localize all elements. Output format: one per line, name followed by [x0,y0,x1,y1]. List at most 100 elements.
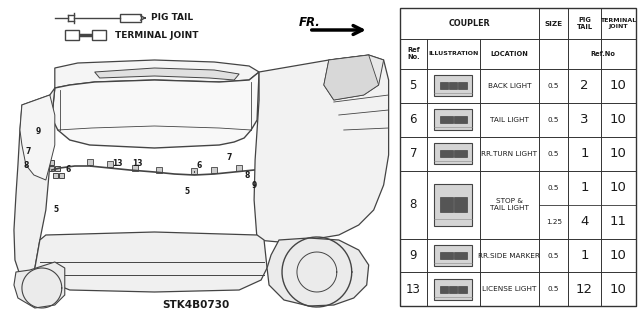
Text: 0.5: 0.5 [548,253,559,258]
Text: 7: 7 [25,147,31,157]
Bar [49,160,54,165]
Text: 9: 9 [252,181,257,189]
Text: 8: 8 [23,160,29,169]
Polygon shape [324,55,383,100]
Text: 13: 13 [406,283,420,296]
Text: BACK LIGHT: BACK LIGHT [488,83,531,89]
Text: ILLUSTRATION: ILLUSTRATION [428,51,479,56]
Text: 6: 6 [196,160,202,169]
Text: 1: 1 [580,181,589,194]
Bar [434,75,472,96]
Bar [449,286,458,293]
Bar [236,165,242,171]
Text: 0.5: 0.5 [548,286,559,293]
Text: STK4B0730: STK4B0730 [163,300,230,310]
Text: 2: 2 [580,79,589,92]
Text: 3: 3 [580,113,589,126]
Text: 10: 10 [610,249,627,262]
Text: 0.5: 0.5 [548,117,559,123]
Bar [434,279,472,300]
Bar [440,82,448,90]
Bar [434,109,472,130]
Bar [449,82,458,90]
Bar [65,30,79,40]
Text: 13: 13 [132,160,143,168]
Bar [107,161,113,167]
Text: 0.5: 0.5 [548,151,559,157]
Text: 10: 10 [610,79,627,92]
Bar [440,116,453,123]
Text: FR.: FR. [299,16,321,28]
Bar [211,167,217,173]
Bar [92,30,106,40]
Text: 6: 6 [65,166,70,174]
Text: STOP &
TAIL LIGHT: STOP & TAIL LIGHT [490,198,529,211]
Bar [191,168,197,174]
Bar [458,286,467,293]
Text: SIZE: SIZE [545,20,563,26]
Text: 10: 10 [610,113,627,126]
Bar [454,197,467,212]
Bar [156,167,163,173]
Text: LOCATION: LOCATION [490,51,528,57]
Bar [440,150,453,157]
Bar [458,82,467,90]
Text: LICENSE LIGHT: LICENSE LIGHT [482,286,536,293]
Bar [53,173,58,177]
Text: COUPLER: COUPLER [449,19,490,28]
Text: TAIL LIGHT: TAIL LIGHT [490,117,529,123]
Text: 1: 1 [580,249,589,262]
Bar [60,173,64,177]
Text: 6: 6 [410,113,417,126]
Text: 0.5: 0.5 [548,83,559,89]
Text: 5: 5 [410,79,417,92]
Text: 5: 5 [53,205,58,214]
Text: TERMINAL JOINT: TERMINAL JOINT [115,31,198,40]
Polygon shape [267,238,369,306]
Bar [454,116,467,123]
Polygon shape [95,68,239,80]
Bar [454,150,467,157]
Polygon shape [35,232,267,292]
Bar [132,165,138,171]
Text: Ref.No: Ref.No [590,51,615,57]
Text: 4: 4 [580,215,589,228]
Text: 1: 1 [580,147,589,160]
Bar [49,166,54,170]
Text: 0.5: 0.5 [548,185,559,191]
Text: 12: 12 [576,283,593,296]
Text: PIG TAIL: PIG TAIL [152,13,193,23]
Text: 13: 13 [113,160,123,168]
Text: 1.25: 1.25 [546,219,562,225]
Text: 11: 11 [610,215,627,228]
Bar [440,197,453,212]
Text: 8: 8 [410,198,417,211]
Bar [454,252,467,259]
Text: 9: 9 [410,249,417,262]
Polygon shape [52,72,259,148]
Text: PIG
TAIL: PIG TAIL [577,17,593,30]
Text: 5: 5 [185,188,190,197]
Bar [440,252,453,259]
Text: RR.SIDE MARKER: RR.SIDE MARKER [479,253,540,258]
Polygon shape [324,55,379,100]
Polygon shape [14,88,55,280]
Bar [434,245,472,266]
Polygon shape [14,262,65,308]
Bar [440,286,448,293]
Polygon shape [55,60,259,88]
Bar [55,166,60,170]
Bar [120,14,141,22]
Text: 10: 10 [610,147,627,160]
Text: 8: 8 [244,170,250,180]
Text: Ref
No.: Ref No. [407,48,420,61]
Polygon shape [20,95,55,180]
Bar [434,143,472,164]
Text: 7: 7 [410,147,417,160]
Text: TERMINAL
JOINT: TERMINAL JOINT [600,18,637,29]
Polygon shape [254,55,388,242]
Bar [86,159,93,165]
Bar [434,183,472,226]
Text: 9: 9 [35,128,40,137]
Text: 10: 10 [610,181,627,194]
